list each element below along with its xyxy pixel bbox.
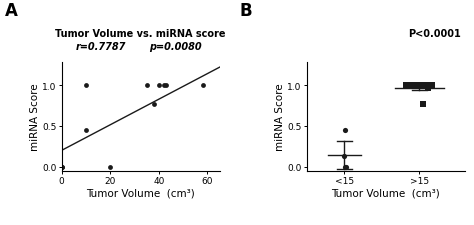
Point xyxy=(418,84,426,88)
Point xyxy=(82,84,90,88)
Text: p=0.0080: p=0.0080 xyxy=(149,42,202,52)
Text: A: A xyxy=(5,2,18,20)
Point xyxy=(58,165,65,169)
Text: B: B xyxy=(239,2,252,20)
Y-axis label: miRNA Score: miRNA Score xyxy=(274,83,284,151)
Point xyxy=(150,103,158,106)
Point xyxy=(163,84,170,88)
Point xyxy=(423,84,431,88)
Point xyxy=(402,84,410,88)
Point xyxy=(155,84,163,88)
Point xyxy=(160,84,167,88)
Point xyxy=(412,84,420,88)
Point xyxy=(425,86,432,90)
Point xyxy=(58,165,65,169)
Point xyxy=(199,84,206,88)
Point xyxy=(342,165,349,169)
Point xyxy=(341,129,349,132)
Y-axis label: miRNA Score: miRNA Score xyxy=(29,83,40,151)
Text: r=0.7787: r=0.7787 xyxy=(76,42,126,52)
Point xyxy=(428,84,436,88)
Point xyxy=(143,84,150,88)
Text: P<0.0001: P<0.0001 xyxy=(409,29,461,39)
Point xyxy=(407,84,415,88)
Point xyxy=(341,155,348,158)
Point xyxy=(107,165,114,169)
Point xyxy=(341,165,348,169)
Point xyxy=(82,129,90,132)
X-axis label: Tumor Volume  (cm³): Tumor Volume (cm³) xyxy=(86,188,195,198)
X-axis label: Tumor Volume  (cm³): Tumor Volume (cm³) xyxy=(331,188,440,198)
Point xyxy=(419,103,427,106)
Text: Tumor Volume vs. miRNA score: Tumor Volume vs. miRNA score xyxy=(55,29,226,39)
